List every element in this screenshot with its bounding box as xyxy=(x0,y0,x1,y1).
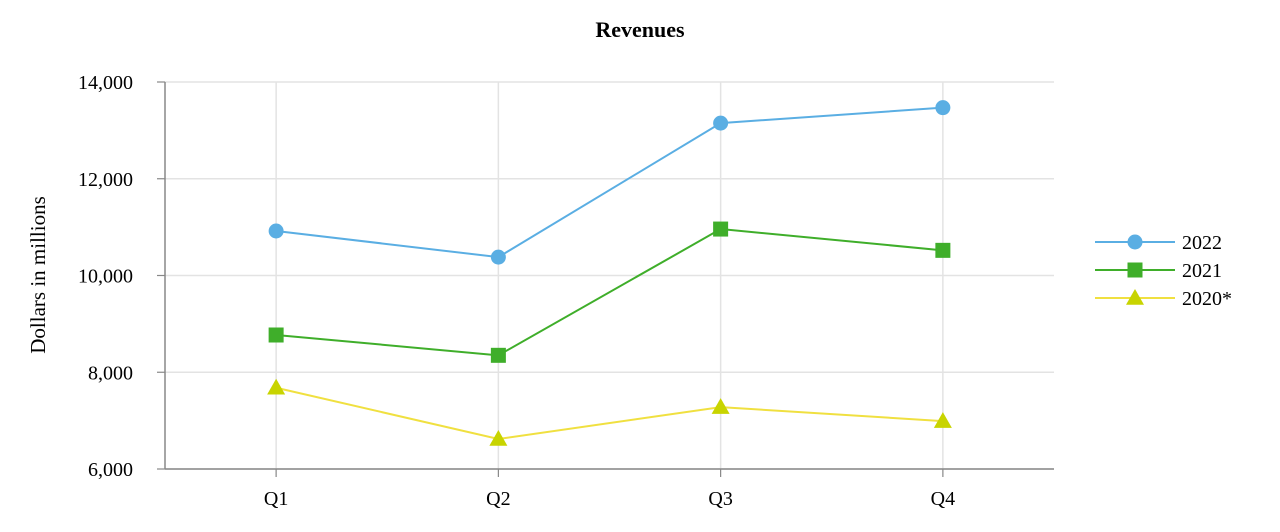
legend-label: 2020* xyxy=(1182,288,1232,310)
y-axis-title: Dollars in millions xyxy=(26,196,50,354)
y-tick-label: 10,000 xyxy=(78,266,133,288)
data-point-square xyxy=(268,327,284,343)
data-point-triangle xyxy=(933,412,952,428)
chart-title: Revenues xyxy=(595,17,685,42)
data-point-triangle xyxy=(711,398,730,414)
legend-marker-square xyxy=(1127,262,1143,278)
data-point-square xyxy=(490,347,506,363)
x-tick-label: Q2 xyxy=(486,488,510,510)
legend-marker-circle xyxy=(1127,234,1143,250)
y-tick-label: 14,000 xyxy=(78,72,133,94)
x-tick-label: Q1 xyxy=(264,488,288,510)
series-line xyxy=(276,228,943,357)
data-point-circle xyxy=(713,115,729,131)
data-point-square xyxy=(713,221,729,237)
data-point-square xyxy=(935,242,951,258)
series-2020 xyxy=(267,378,952,446)
axis-layer: 6,000 8,000 10,000 12,000 14,000 Q1 Q2 Q3 Q4 xyxy=(78,72,1054,510)
legend: 2022 2021 2020* xyxy=(1095,232,1232,310)
legend-item: 2020* xyxy=(1095,288,1232,310)
legend-item: 2022 xyxy=(1095,232,1222,254)
data-point-triangle xyxy=(489,430,508,446)
x-tick-label: Q3 xyxy=(708,488,732,510)
x-tick-label: Q4 xyxy=(931,488,955,510)
series-layer xyxy=(267,100,952,446)
data-point-circle xyxy=(935,100,951,116)
series-2022 xyxy=(268,100,951,265)
data-point-circle xyxy=(268,223,284,239)
legend-item: 2021 xyxy=(1095,260,1222,282)
grid-layer xyxy=(165,81,1054,470)
legend-label: 2022 xyxy=(1182,232,1222,254)
series-2021 xyxy=(268,221,951,363)
data-point-circle xyxy=(490,249,506,265)
data-point-triangle xyxy=(267,378,286,395)
legend-label: 2021 xyxy=(1182,260,1222,282)
series-line xyxy=(275,386,943,441)
y-tick-label: 12,000 xyxy=(78,169,133,191)
series-line xyxy=(276,106,943,259)
y-tick-label: 8,000 xyxy=(88,362,133,384)
y-tick-label: 6,000 xyxy=(88,459,133,481)
legend-marker-triangle xyxy=(1126,289,1144,305)
